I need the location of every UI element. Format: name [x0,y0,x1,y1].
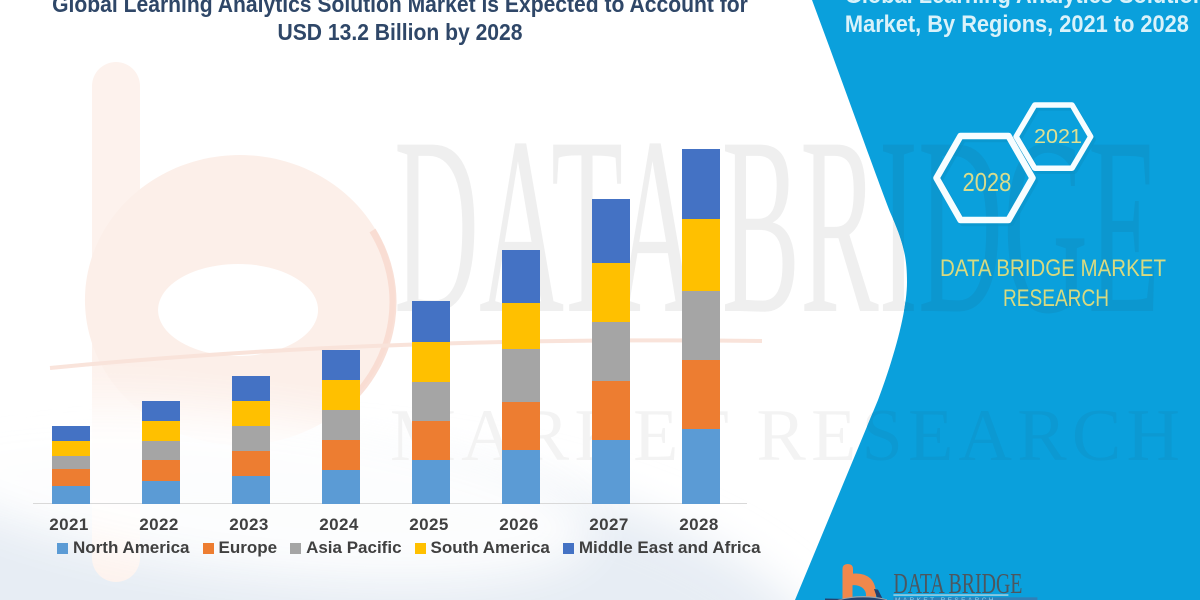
svg-text:MARKET RESEARCH: MARKET RESEARCH [895,597,996,600]
svg-text:2028: 2028 [963,167,1012,197]
svg-text:2021: 2021 [1034,126,1082,148]
svg-text:MARKET RESEARCH: MARKET RESEARCH [390,395,1180,477]
svg-text:DATA BRIDGE MARKET: DATA BRIDGE MARKET [940,255,1166,282]
svg-text:RESEARCH: RESEARCH [1003,285,1109,312]
